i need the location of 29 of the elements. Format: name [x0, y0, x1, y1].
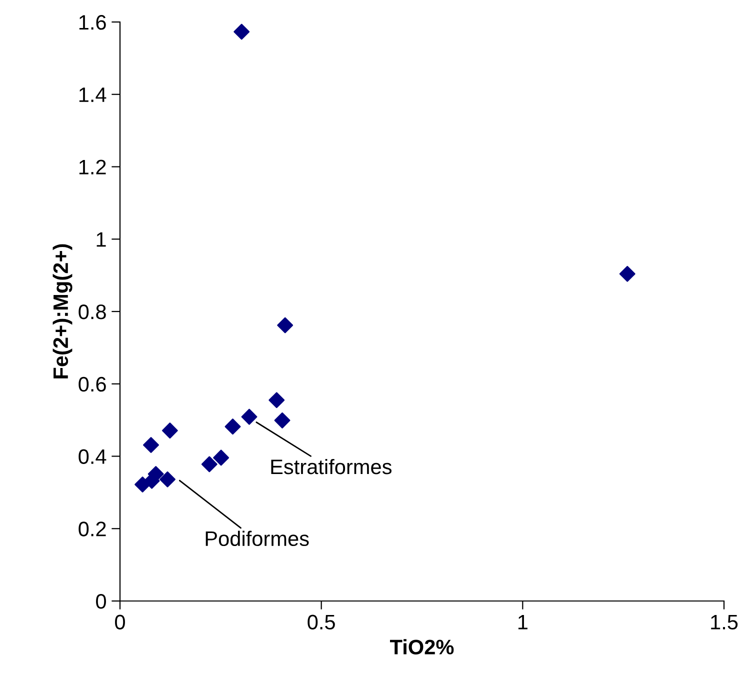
point: [268, 392, 285, 408]
y-tick-label: 1: [96, 232, 106, 247]
point: [234, 24, 250, 40]
point: [619, 266, 636, 282]
point: [160, 471, 176, 488]
x-tick-label: 1: [518, 614, 528, 630]
x-axis-title: TiO2%: [390, 639, 454, 654]
y-axis-title: Fe(2+):Mg(2+): [52, 244, 72, 378]
point: [162, 422, 178, 439]
point: [143, 437, 159, 454]
point: [201, 456, 218, 472]
y-tick-label: 0.2: [78, 522, 106, 536]
point: [213, 450, 230, 466]
point: [224, 418, 241, 435]
annotation: Estratiformes: [271, 458, 392, 474]
point: [277, 317, 294, 334]
y-tick-label: 0.4: [78, 449, 106, 464]
x-tick-label: 0: [115, 614, 125, 630]
y-tick-label: 1.2: [79, 160, 106, 174]
y-tick-label: 1.4: [79, 88, 106, 102]
point: [241, 408, 258, 425]
x-tick-label: 0.5: [308, 614, 335, 630]
y-tick-label: 1.6: [79, 15, 106, 30]
y-tick-label: 0.8: [78, 304, 106, 320]
x-tick-label: 1.5: [711, 614, 738, 630]
y-tick-label: 0: [96, 594, 106, 609]
point: [274, 412, 290, 428]
y-tick-label: 0.6: [78, 376, 106, 392]
annotation: Podiformes: [206, 530, 309, 546]
